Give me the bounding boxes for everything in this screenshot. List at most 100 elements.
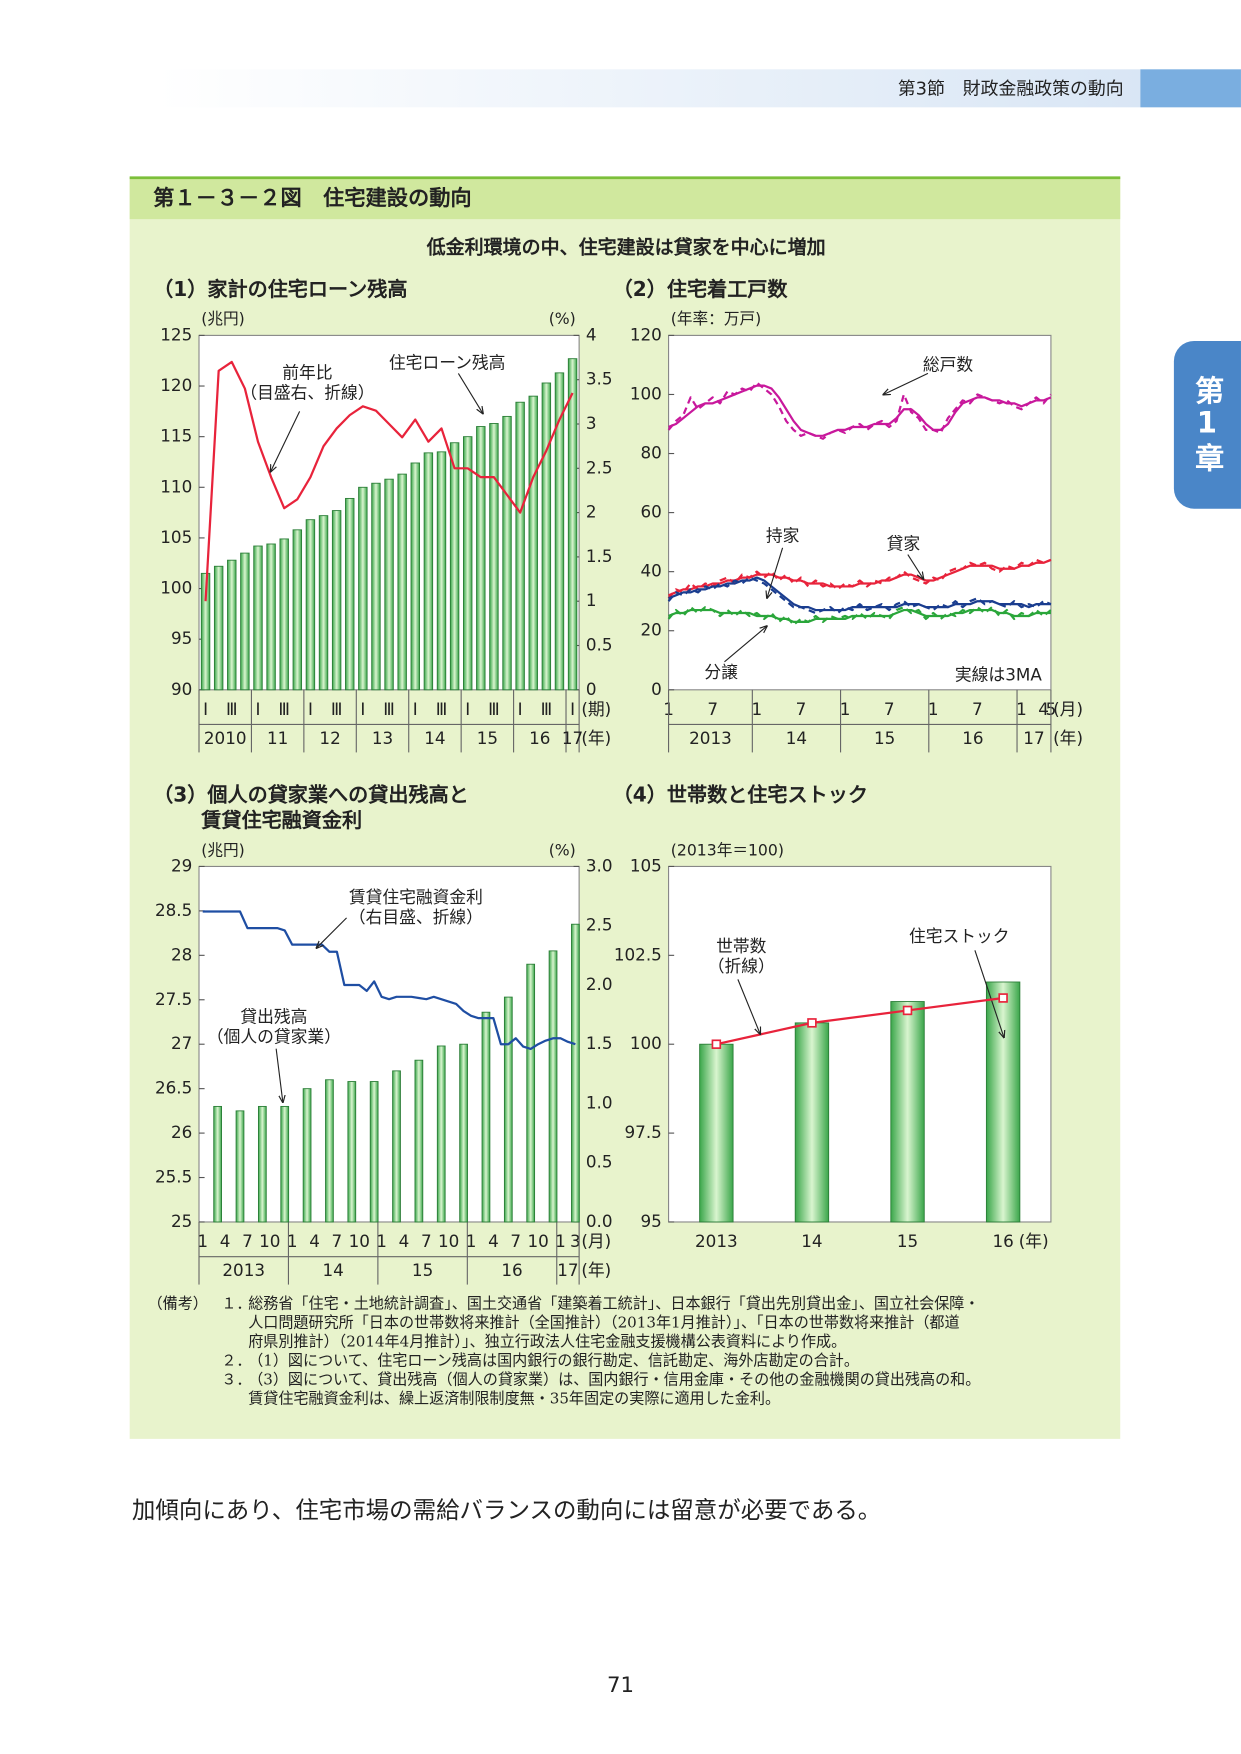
x-tick-label: 1	[197, 1231, 208, 1251]
y-tick-label: 28.5	[155, 900, 192, 920]
bar	[331, 510, 342, 691]
x-unit: (期)	[581, 699, 611, 719]
note-line: 賃貸住宅融資金利は、繰上返済制限制度無・35年固定の実際に適用した金利。	[248, 1390, 780, 1408]
plot-area	[668, 334, 1052, 691]
x-tick-label: Ⅲ	[436, 699, 448, 719]
y-tick-label: 0	[651, 679, 662, 699]
bar	[347, 1081, 357, 1223]
panel-title: （2）住宅着工戸数	[613, 277, 789, 301]
x-tick-label: Ⅰ	[203, 699, 208, 719]
year-label: 17	[1023, 728, 1044, 748]
x-unit: (年)	[1019, 1231, 1049, 1251]
header-block	[1140, 69, 1241, 108]
line	[668, 576, 1051, 612]
y2-tick-label: 3	[586, 413, 597, 433]
x-tick-label: 1	[928, 699, 939, 719]
panel-title: （3）個人の貸家業への貸出残高と	[153, 783, 469, 807]
bar	[541, 382, 552, 691]
leader-arrow	[737, 979, 760, 1034]
bar	[410, 462, 420, 691]
bar	[476, 426, 486, 691]
dashed-line	[667, 381, 1052, 440]
line	[716, 996, 1004, 1046]
x-tick-label: 7	[421, 1231, 432, 1251]
series-label: 貸家	[887, 533, 921, 553]
bar	[213, 1105, 222, 1223]
x-tick-label: 7	[796, 699, 807, 719]
y-tick-label: 102.5	[614, 944, 662, 964]
y-tick-label: 25.5	[155, 1167, 192, 1187]
series-label: 前年比	[282, 362, 332, 382]
y-tick-label: 115	[160, 426, 192, 446]
bar	[554, 372, 565, 691]
x-tick-label: 4	[488, 1231, 499, 1251]
series-label: 持家	[766, 526, 800, 546]
series-note: （個人の貸家業）	[207, 1027, 341, 1047]
y-tick-label: 29	[171, 855, 192, 875]
note-line: 総務省「住宅・土地統計調査」、国土交通省「建築着工統計」、日本銀行「貸出先別貸出…	[248, 1295, 979, 1313]
bar	[423, 452, 434, 691]
y2-tick-label: 2.0	[586, 974, 613, 994]
y-tick-label: 95	[641, 1211, 662, 1231]
x-unit: (月)	[1053, 699, 1083, 719]
y2-tick-label: 3.0	[586, 855, 613, 875]
line	[202, 910, 576, 1051]
leader-arrow	[316, 917, 347, 948]
y-tick-label: 26	[171, 1122, 192, 1142]
x-tick-label: Ⅲ	[331, 699, 343, 719]
year-label: 2013	[222, 1260, 265, 1280]
year-label: 11	[267, 728, 288, 748]
series-label: 賃貸住宅融資金利	[349, 887, 483, 907]
bar	[292, 529, 303, 691]
year-label: 16	[962, 728, 983, 748]
bar	[240, 552, 250, 691]
panel-title: 賃貸住宅融資金利	[200, 808, 362, 832]
notes-label: （備考）	[148, 1295, 208, 1313]
bar	[436, 451, 447, 691]
marker	[902, 1005, 913, 1016]
y-tick-label: 100	[160, 578, 192, 598]
y2-tick-label: 3.5	[586, 369, 613, 389]
bar	[502, 415, 512, 691]
bar	[392, 1070, 401, 1223]
x-tick-label: 14	[801, 1231, 822, 1251]
header-bar	[156, 69, 1141, 108]
section-title: 第3節 財政金融政策の動向	[898, 78, 1124, 99]
x-tick-label: 1	[466, 1231, 477, 1251]
x-tick-label: 4	[309, 1231, 320, 1251]
y2-tick-label: 0.5	[586, 1152, 613, 1172]
x-tick-label: 7	[972, 699, 983, 719]
bar	[305, 519, 316, 691]
year-label: 15	[477, 728, 498, 748]
x-tick-label: Ⅲ	[226, 699, 238, 719]
panel-title: （4）世帯数と住宅ストック	[613, 783, 868, 807]
y-tick-label: 125	[160, 324, 192, 344]
x-tick-label: 16	[992, 1231, 1013, 1251]
year-label: 14	[322, 1260, 343, 1280]
y-tick-label: 20	[641, 620, 662, 640]
note-line: 府県別推計）（2014年4月推計）」、独立行政法人住宅金融支援機構公表資料により…	[248, 1333, 846, 1351]
bar	[890, 1001, 925, 1223]
y-unit: (兆円)	[201, 840, 245, 859]
note-line: （3）図について、貸出残高（個人の貸家業）は、国内銀行・信用金庫・その他の金融機…	[248, 1371, 980, 1389]
y-tick-label: 105	[160, 527, 192, 547]
figure-subtitle: 低金利環境の中、住宅建設は貸家を中心に増加	[426, 236, 826, 259]
bar	[213, 565, 224, 691]
bar	[397, 473, 407, 691]
x-tick-label: 4	[220, 1231, 231, 1251]
x-tick-label: Ⅲ	[541, 699, 553, 719]
bar	[794, 1022, 830, 1223]
leader-arrow	[767, 547, 784, 598]
leader-arrow	[724, 626, 766, 663]
x-tick-label: Ⅰ	[518, 699, 523, 719]
leader-arrow	[275, 1048, 283, 1103]
y-tick-label: 100	[630, 383, 662, 403]
x-tick-label: 10	[527, 1231, 548, 1251]
bar	[253, 545, 263, 691]
x-tick-label: 1	[840, 699, 851, 719]
bar	[302, 1088, 312, 1223]
x-tick-label: 4	[399, 1231, 410, 1251]
x-tick-label: Ⅰ	[570, 699, 575, 719]
